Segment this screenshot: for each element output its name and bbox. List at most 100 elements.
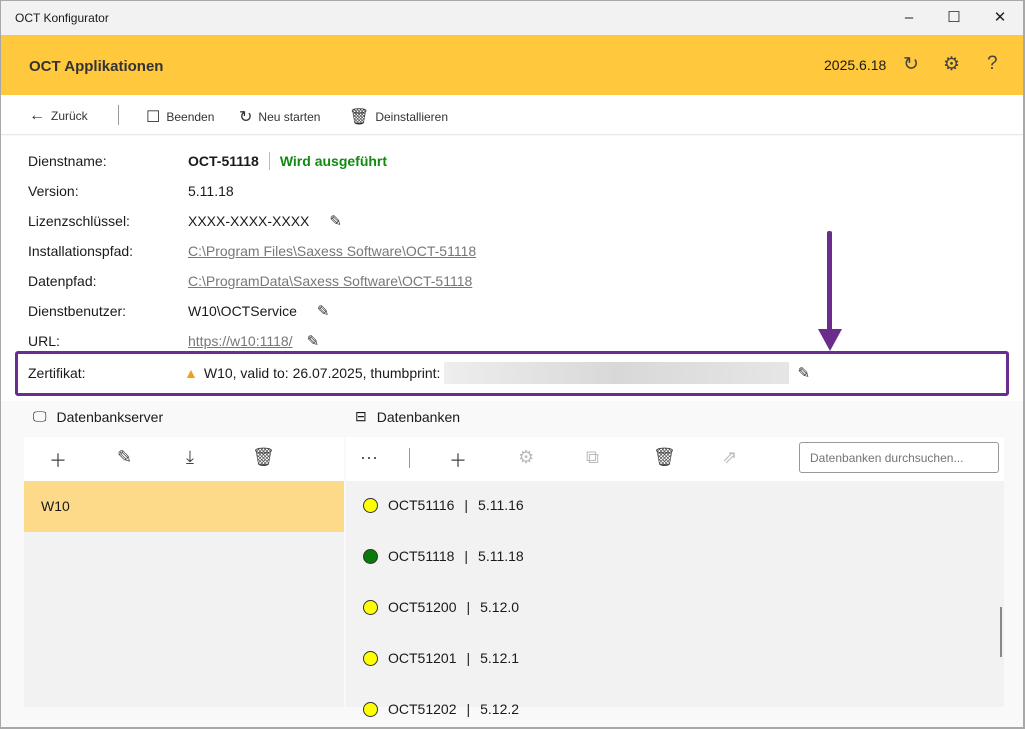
data-path-row: Datenpfad: C:\ProgramData\Saxess Software…: [28, 271, 472, 291]
scrollbar[interactable]: [1000, 607, 1002, 657]
databases-panel: ··· ＋ ⚙ ⧉ 🗑 ⇗ OCT51116 | 5.11.16 OCT51118 | 5…: [346, 437, 1004, 717]
monitor-icon: 🖵: [33, 408, 47, 424]
install-path-row: Installationspfad: C:\Program Files\Saxes…: [28, 241, 476, 261]
status-badge: Wird ausgeführt: [279, 153, 388, 169]
window-title: OCT Konfigurator: [15, 11, 109, 25]
minimize-button[interactable]: –: [904, 9, 914, 26]
database-name: OCT51201: [388, 650, 457, 666]
certificate-value: W10, valid to: 26.07.2025, thumbprint:: [203, 365, 441, 381]
database-item[interactable]: OCT51202 | 5.12.2: [363, 701, 519, 717]
database-version: 5.12.0: [480, 599, 520, 615]
annotation-arrow: [827, 231, 832, 331]
version-row: Version: 5.11.18: [28, 181, 234, 201]
status-dot-icon: [363, 497, 378, 513]
trash-icon[interactable]: 🗑: [653, 447, 676, 467]
restart-label: Neu starten: [258, 110, 321, 124]
user-assign-icon[interactable]: ⧉: [586, 447, 599, 467]
edit-user-icon[interactable]: ✎: [316, 303, 330, 320]
database-version: 5.11.16: [478, 497, 524, 513]
databases-header: ⊟ Datenbanken: [355, 408, 460, 425]
database-icon: ⊟: [355, 408, 367, 424]
database-name: OCT51116: [388, 497, 455, 513]
back-label: Zurück: [51, 109, 88, 123]
database-search-input[interactable]: [799, 442, 999, 473]
servers-panel: ＋ ✎ ⤓ 🗑 W10: [24, 437, 344, 707]
annotation-arrow-head: [818, 329, 842, 351]
database-item[interactable]: OCT51200 | 5.12.0: [363, 599, 519, 615]
service-user-row: Dienstbenutzer: W10\OCTService ✎: [28, 301, 330, 321]
service-name: OCT-51118: [188, 153, 259, 169]
database-version: 5.11.18: [478, 548, 524, 564]
status-dot-icon: [363, 650, 378, 666]
database-item[interactable]: OCT51118 | 5.11.18: [363, 548, 524, 564]
uninstall-button[interactable]: 🗑 Deinstallieren: [349, 107, 448, 127]
more-button[interactable]: ···: [360, 447, 378, 467]
title-bar: OCT Konfigurator – ☐ ✕: [1, 1, 1023, 35]
separator: |: [466, 599, 471, 615]
servers-toolbar: ＋ ✎ ⤓ 🗑: [24, 437, 344, 481]
close-button[interactable]: ✕: [993, 9, 1007, 26]
maximize-button[interactable]: ☐: [947, 9, 961, 26]
edit-url-icon[interactable]: ✎: [306, 333, 320, 350]
servers-header: 🖵 Datenbankserver: [33, 408, 163, 425]
download-icon[interactable]: ⤓: [186, 447, 194, 467]
gear-icon[interactable]: ⚙: [943, 54, 961, 75]
trash-icon[interactable]: 🗑: [252, 447, 275, 467]
status-dot-icon: [363, 548, 378, 564]
add-icon[interactable]: ＋: [449, 451, 467, 471]
help-icon[interactable]: ?: [987, 53, 998, 74]
share-icon[interactable]: ⇗: [722, 447, 738, 467]
url-row: URL: https://w10:1118/ ✎: [28, 331, 319, 351]
warning-icon: ▲: [184, 365, 198, 381]
database-name: OCT51118: [388, 548, 455, 564]
version-value: 5.11.18: [188, 183, 234, 199]
certificate-row: Zertifikat: ▲ W10, valid to: 26.07.2025, t…: [28, 362, 811, 384]
restart-button[interactable]: ↻ Neu starten: [239, 107, 320, 127]
toolbar: ← Zurück ☐ Beenden ↻ Neu starten 🗑 Deinstall…: [1, 95, 1023, 135]
label: Dienstname:: [28, 153, 107, 169]
database-version: 5.12.2: [480, 701, 520, 717]
license-value: XXXX-XXXX-XXXX: [188, 213, 310, 229]
stop-icon: ☐: [146, 109, 161, 126]
back-button[interactable]: ← Zurück: [29, 107, 88, 125]
status-dot-icon: [363, 599, 378, 615]
stop-button[interactable]: ☐ Beenden: [146, 107, 214, 127]
separator: |: [466, 701, 471, 717]
separator: |: [464, 497, 469, 513]
page-title: OCT Applikationen: [29, 58, 164, 75]
add-icon[interactable]: ＋: [49, 451, 67, 471]
label: URL:: [28, 333, 60, 349]
label: Datenpfad:: [28, 273, 97, 289]
separator: |: [464, 548, 469, 564]
database-name: OCT51200: [388, 599, 457, 615]
label: Dienstbenutzer:: [28, 303, 127, 319]
app-header: OCT Applikationen 2025.6.18 ↻ ⚙ ?: [1, 35, 1023, 95]
edit-icon[interactable]: ✎: [117, 447, 133, 467]
thumbprint-redacted: [444, 362, 790, 384]
gear-icon[interactable]: ⚙: [518, 447, 535, 467]
stop-label: Beenden: [166, 110, 215, 124]
edit-license-icon[interactable]: ✎: [329, 213, 342, 230]
app-version: 2025.6.18: [824, 57, 887, 73]
restart-icon: ↻: [239, 109, 253, 126]
service-name-row: Dienstname: OCT-51118 Wird ausgeführt: [28, 151, 387, 171]
url-link[interactable]: https://w10:1118/: [188, 333, 293, 349]
label: Version:: [28, 183, 79, 199]
license-row: Lizenzschlüssel: XXXX-XXXX-XXXX ✎: [28, 211, 342, 231]
refresh-icon[interactable]: ↻: [903, 54, 919, 75]
arrow-left-icon: ←: [29, 107, 45, 124]
label: Installationspfad:: [28, 243, 134, 259]
edit-certificate-icon[interactable]: ✎: [797, 365, 811, 382]
toolbar-divider: [118, 105, 119, 125]
data-path-link[interactable]: C:\ProgramData\Saxess Software\OCT-51118: [188, 273, 473, 289]
server-item[interactable]: W10: [24, 481, 344, 532]
trash-icon: 🗑: [349, 109, 370, 126]
separator: |: [466, 650, 471, 666]
databases-title: Datenbanken: [376, 408, 461, 425]
label: Zertifikat:: [28, 365, 86, 381]
database-item[interactable]: OCT51116 | 5.11.16: [363, 497, 524, 513]
install-path-link[interactable]: C:\Program Files\Saxess Software\OCT-511…: [188, 243, 477, 259]
label: Lizenzschlüssel:: [28, 213, 130, 229]
database-item[interactable]: OCT51201 | 5.12.1: [363, 650, 519, 666]
